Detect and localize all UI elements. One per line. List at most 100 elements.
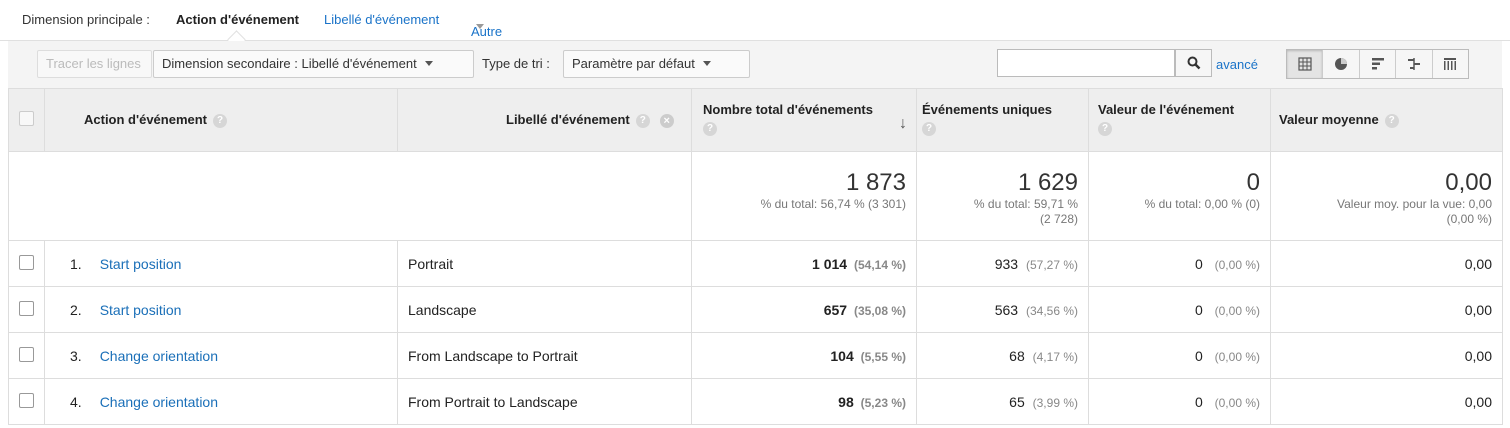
header-total-events[interactable]: Nombre total d'événements ? ↓ <box>691 88 917 152</box>
chevron-down-icon <box>702 61 711 66</box>
advanced-filter-link[interactable]: avancé <box>1216 57 1258 72</box>
row-event-value-value: 0 <box>1194 347 1203 364</box>
totals-event-value: 0 % du total: 0,00 % (0) <box>1088 151 1271 241</box>
totals-total-events: 1 873 % du total: 56,74 % (3 301) <box>691 151 917 241</box>
table-toolbar: Tracer les lignes Dimension secondaire :… <box>8 41 1502 88</box>
row-checkbox[interactable] <box>19 254 34 270</box>
row-event-action: 1. Start position <box>44 240 398 287</box>
totals-unique-events-total: (2 728) <box>1039 212 1078 226</box>
row-index: 4. <box>70 393 82 410</box>
sort-type-dropdown[interactable]: Paramètre par défaut <box>563 50 750 78</box>
row-event-value-value: 0 <box>1194 393 1203 410</box>
row-unique-events: 65 (3,99 %) <box>916 378 1089 425</box>
row-checkbox[interactable] <box>19 346 34 362</box>
row-unique-events-percent: (4,17 %) <box>1032 349 1078 364</box>
primary-dimension-label: Dimension principale : <box>22 12 150 27</box>
row-event-value-percent: (0,00 %) <box>1214 349 1260 364</box>
row-unique-events-percent: (34,56 %) <box>1025 303 1078 318</box>
pie-view-button[interactable] <box>1323 50 1360 78</box>
header-event-label-text: Libellé d'événement <box>506 112 630 128</box>
totals-average-value: 0,00 Valeur moy. pour la vue: 0,00 (0,00… <box>1270 151 1503 241</box>
row-total-events-percent: (5,23 %) <box>860 395 906 410</box>
row-select-cell <box>8 378 45 425</box>
comparison-view-button[interactable] <box>1396 50 1433 78</box>
row-event-action: 3. Change orientation <box>44 332 398 379</box>
row-event-label: Landscape <box>397 286 692 333</box>
table-view-button[interactable] <box>1287 50 1324 78</box>
row-checkbox[interactable] <box>19 392 34 408</box>
header-event-label[interactable]: Libellé d'événement? × <box>397 88 692 152</box>
plot-rows-button[interactable]: Tracer les lignes <box>37 50 152 78</box>
sort-type-value: Paramètre par défaut <box>572 56 695 71</box>
table-row: 2. Start position Landscape 657 (35,08 %) 56… <box>8 286 1503 333</box>
report-table: Action d'événement? Libellé d'événement?… <box>8 88 1503 425</box>
row-event-value-percent: (0,00 %) <box>1214 303 1260 318</box>
primary-dimension-event-label-link[interactable]: Libellé d'événement <box>324 12 440 27</box>
header-total-events-label: Nombre total d'événements <box>703 102 873 117</box>
secondary-dimension-dropdown[interactable]: Dimension secondaire : Libellé d'événeme… <box>153 50 474 78</box>
totals-average-value-sub: Valeur moy. pour la vue: 0,00 <box>1337 197 1492 211</box>
row-event-action: 2. Start position <box>44 286 398 333</box>
row-unique-events: 933 (57,27 %) <box>916 240 1089 287</box>
pie-view-icon <box>1335 58 1348 70</box>
row-event-action-link[interactable]: Start position <box>99 301 182 318</box>
header-unique-events[interactable]: Événements uniques ? <box>916 88 1089 152</box>
row-event-label: From Landscape to Portrait <box>397 332 692 379</box>
remove-dimension-icon[interactable]: × <box>659 113 674 128</box>
header-event-value[interactable]: Valeur de l'événement ? <box>1088 88 1271 152</box>
header-average-value[interactable]: Valeur moyenne? <box>1270 88 1503 152</box>
table-row: 4. Change orientation From Portrait to Lan… <box>8 378 1503 425</box>
row-event-action-link[interactable]: Change orientation <box>99 347 218 364</box>
header-event-action[interactable]: Action d'événement? <box>44 88 398 152</box>
row-total-events: 98 (5,23 %) <box>691 378 917 425</box>
totals-total-events-percent: % du total: 56,74 % (3 301) <box>760 197 906 211</box>
row-event-value: 0 (0,00 %) <box>1088 240 1271 287</box>
help-icon[interactable]: ? <box>635 113 650 128</box>
row-event-value-percent: (0,00 %) <box>1214 395 1260 410</box>
row-total-events-value: 98 <box>838 393 854 410</box>
pivot-view-button[interactable] <box>1433 50 1468 78</box>
totals-average-value-percent: (0,00 %) <box>1446 212 1492 226</box>
view-switcher <box>1286 49 1469 79</box>
row-index: 2. <box>70 301 82 318</box>
data-rows: 1. Start position Portrait 1 014 (54,14 %) 9… <box>8 240 1503 425</box>
header-event-value-label: Valeur de l'événement <box>1098 102 1235 117</box>
row-unique-events-percent: (3,99 %) <box>1032 395 1078 410</box>
help-icon[interactable]: ? <box>213 113 228 128</box>
chevron-down-icon <box>424 61 433 66</box>
row-average-value: 0,00 <box>1270 332 1503 379</box>
row-event-action-link[interactable]: Start position <box>99 255 182 272</box>
totals-event-value-percent: % du total: 0,00 % (0) <box>1144 197 1260 211</box>
totals-unique-events: 1 629 % du total: 59,71 % (2 728) <box>916 151 1089 241</box>
row-select-cell <box>8 332 45 379</box>
totals-total-events-value: 1 873 <box>845 169 906 196</box>
primary-dimension-active[interactable]: Action d'événement <box>176 12 300 27</box>
row-event-action-link[interactable]: Change orientation <box>99 393 218 410</box>
help-icon[interactable]: ? <box>922 122 936 136</box>
select-all-checkbox[interactable] <box>19 111 34 126</box>
row-total-events: 657 (35,08 %) <box>691 286 917 333</box>
row-event-value-value: 0 <box>1194 301 1203 318</box>
header-unique-events-label: Événements uniques <box>922 102 1053 117</box>
help-icon[interactable]: ? <box>1384 113 1399 128</box>
row-unique-events: 68 (4,17 %) <box>916 332 1089 379</box>
totals-average-value-value: 0,00 <box>1445 169 1492 196</box>
table-search-input[interactable] <box>997 49 1175 77</box>
table-row: 3. Change orientation From Landscape to Po… <box>8 332 1503 379</box>
row-unique-events-value: 563 <box>994 301 1019 318</box>
table-header-row: Action d'événement? Libellé d'événement?… <box>8 88 1503 152</box>
search-button[interactable] <box>1175 49 1212 77</box>
pivot-view-icon <box>1444 58 1457 70</box>
totals-event-value-value: 0 <box>1246 169 1260 196</box>
row-index: 3. <box>70 347 82 364</box>
help-icon[interactable]: ? <box>1098 122 1112 136</box>
help-icon[interactable]: ? <box>703 122 717 136</box>
row-total-events-value: 657 <box>823 301 848 318</box>
table-row: 1. Start position Portrait 1 014 (54,14 %) 9… <box>8 240 1503 287</box>
row-total-events: 104 (5,55 %) <box>691 332 917 379</box>
table-view-icon <box>1298 57 1312 71</box>
performance-view-button[interactable] <box>1360 50 1397 78</box>
row-total-events-value: 104 <box>830 347 854 364</box>
row-checkbox[interactable] <box>19 300 34 316</box>
row-event-label: From Portrait to Landscape <box>397 378 692 425</box>
